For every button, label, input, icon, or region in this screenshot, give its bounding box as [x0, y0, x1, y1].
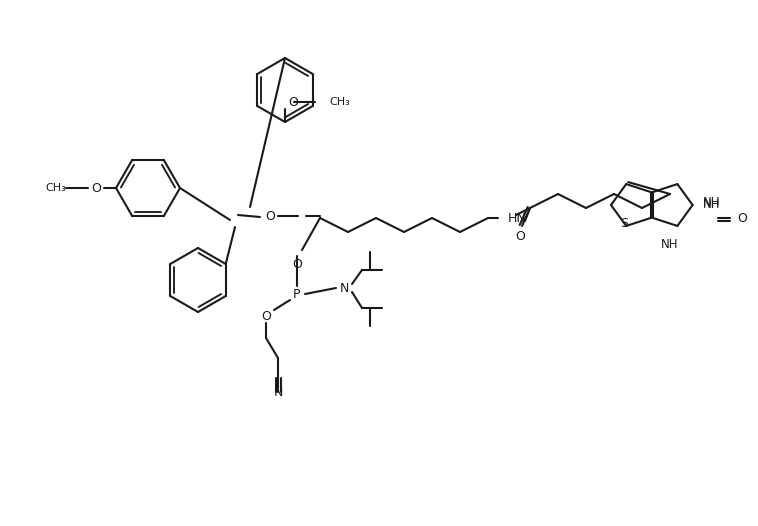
- Text: NH: NH: [703, 196, 721, 208]
- Text: O: O: [91, 181, 101, 195]
- Text: NH: NH: [703, 198, 720, 211]
- Text: CH₃: CH₃: [45, 183, 67, 193]
- Text: O: O: [737, 211, 747, 225]
- Text: P: P: [293, 288, 301, 300]
- Text: CH₃: CH₃: [329, 97, 349, 107]
- Text: O: O: [265, 209, 275, 222]
- Text: O: O: [261, 310, 271, 323]
- Text: HN: HN: [508, 211, 527, 225]
- Text: S: S: [620, 217, 628, 230]
- Text: N: N: [340, 281, 349, 295]
- Text: O: O: [515, 229, 525, 242]
- Text: NH: NH: [660, 238, 678, 251]
- Text: O: O: [288, 96, 298, 108]
- Text: N: N: [274, 387, 283, 400]
- Text: O: O: [292, 258, 302, 270]
